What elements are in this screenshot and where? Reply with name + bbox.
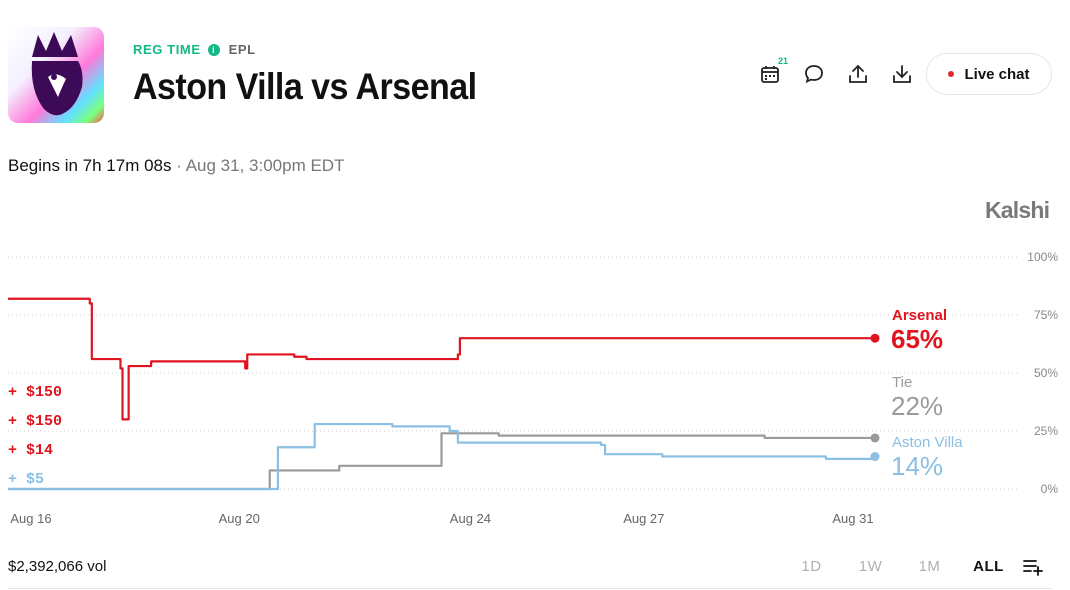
y-tick-label: 75% [1034,308,1058,322]
range-1m-button[interactable]: 1M [918,558,941,575]
range-1d-button[interactable]: 1D [801,558,822,575]
league-label: EPL [228,42,256,57]
trade-annotation: + $5 [8,471,44,488]
brand-logo: Kalshi [985,197,1050,223]
page-title: Aston Villa vs Arsenal [133,66,477,107]
status-label: REG TIME [133,42,201,57]
separator: · [176,156,182,175]
toolbar: 21 [756,56,916,88]
series-name-label: Arsenal [892,307,947,324]
series-value-label: 22% [891,391,943,421]
countdown: Begins in 7h 17m 08s · Aug 31, 3:00pm ED… [8,156,344,176]
range-all-button[interactable]: ALL [973,558,1004,575]
series-line-tie [8,432,875,491]
y-tick-label: 50% [1034,366,1058,380]
x-tick-label: Aug 31 [832,511,873,526]
series-end-point [870,433,880,443]
share-icon[interactable] [844,60,872,88]
calendar-badge: 21 [777,56,788,66]
info-icon[interactable]: i [207,43,220,56]
series-line-aston-villa [8,422,877,491]
live-chat-button[interactable]: Live chat [926,53,1052,95]
x-tick-label: Aug 20 [219,511,260,526]
playlist-add-icon[interactable] [1022,558,1044,581]
x-tick-label: Aug 16 [10,511,51,526]
trade-annotation: + $14 [8,442,53,459]
series-value-label: 14% [891,451,943,481]
live-chat-label: Live chat [964,65,1030,83]
volume-label: $2,392,066 vol [8,558,107,575]
calendar-icon[interactable]: 21 [756,56,788,88]
trade-annotation: + $150 [8,384,62,401]
chart-footer: $2,392,066 vol 1D 1W 1M ALL [0,552,1070,582]
series-name-label: Aston Villa [892,434,963,451]
y-tick-label: 25% [1034,424,1058,438]
y-tick-label: 0% [1041,482,1059,496]
league-logo [8,27,104,123]
download-icon[interactable] [888,60,916,88]
price-chart[interactable]: 100% 75% 50% 25% 0% Aug 16 Aug 20 Aug 24 Aug 27 A… [0,240,1070,540]
series-value-label: 65% [891,324,943,354]
series-end-point [870,452,880,462]
comment-icon[interactable] [800,60,828,88]
trade-annotation: + $150 [8,413,62,430]
countdown-text: Begins in 7h 17m 08s [8,156,172,175]
series-line-arsenal [8,297,875,421]
event-date: Aug 31, 3:00pm EDT [185,156,345,175]
range-1w-button[interactable]: 1W [858,558,883,575]
event-meta: REG TIME i EPL [133,42,256,57]
range-selector: 1D 1W 1M ALL [782,558,1018,575]
live-indicator-icon [948,71,955,77]
series-name-label: Tie [892,374,912,391]
x-tick-label: Aug 24 [450,511,491,526]
series-end-point [870,333,880,343]
footer-divider [8,588,1052,589]
y-tick-label: 100% [1027,250,1058,264]
x-tick-label: Aug 27 [623,511,664,526]
